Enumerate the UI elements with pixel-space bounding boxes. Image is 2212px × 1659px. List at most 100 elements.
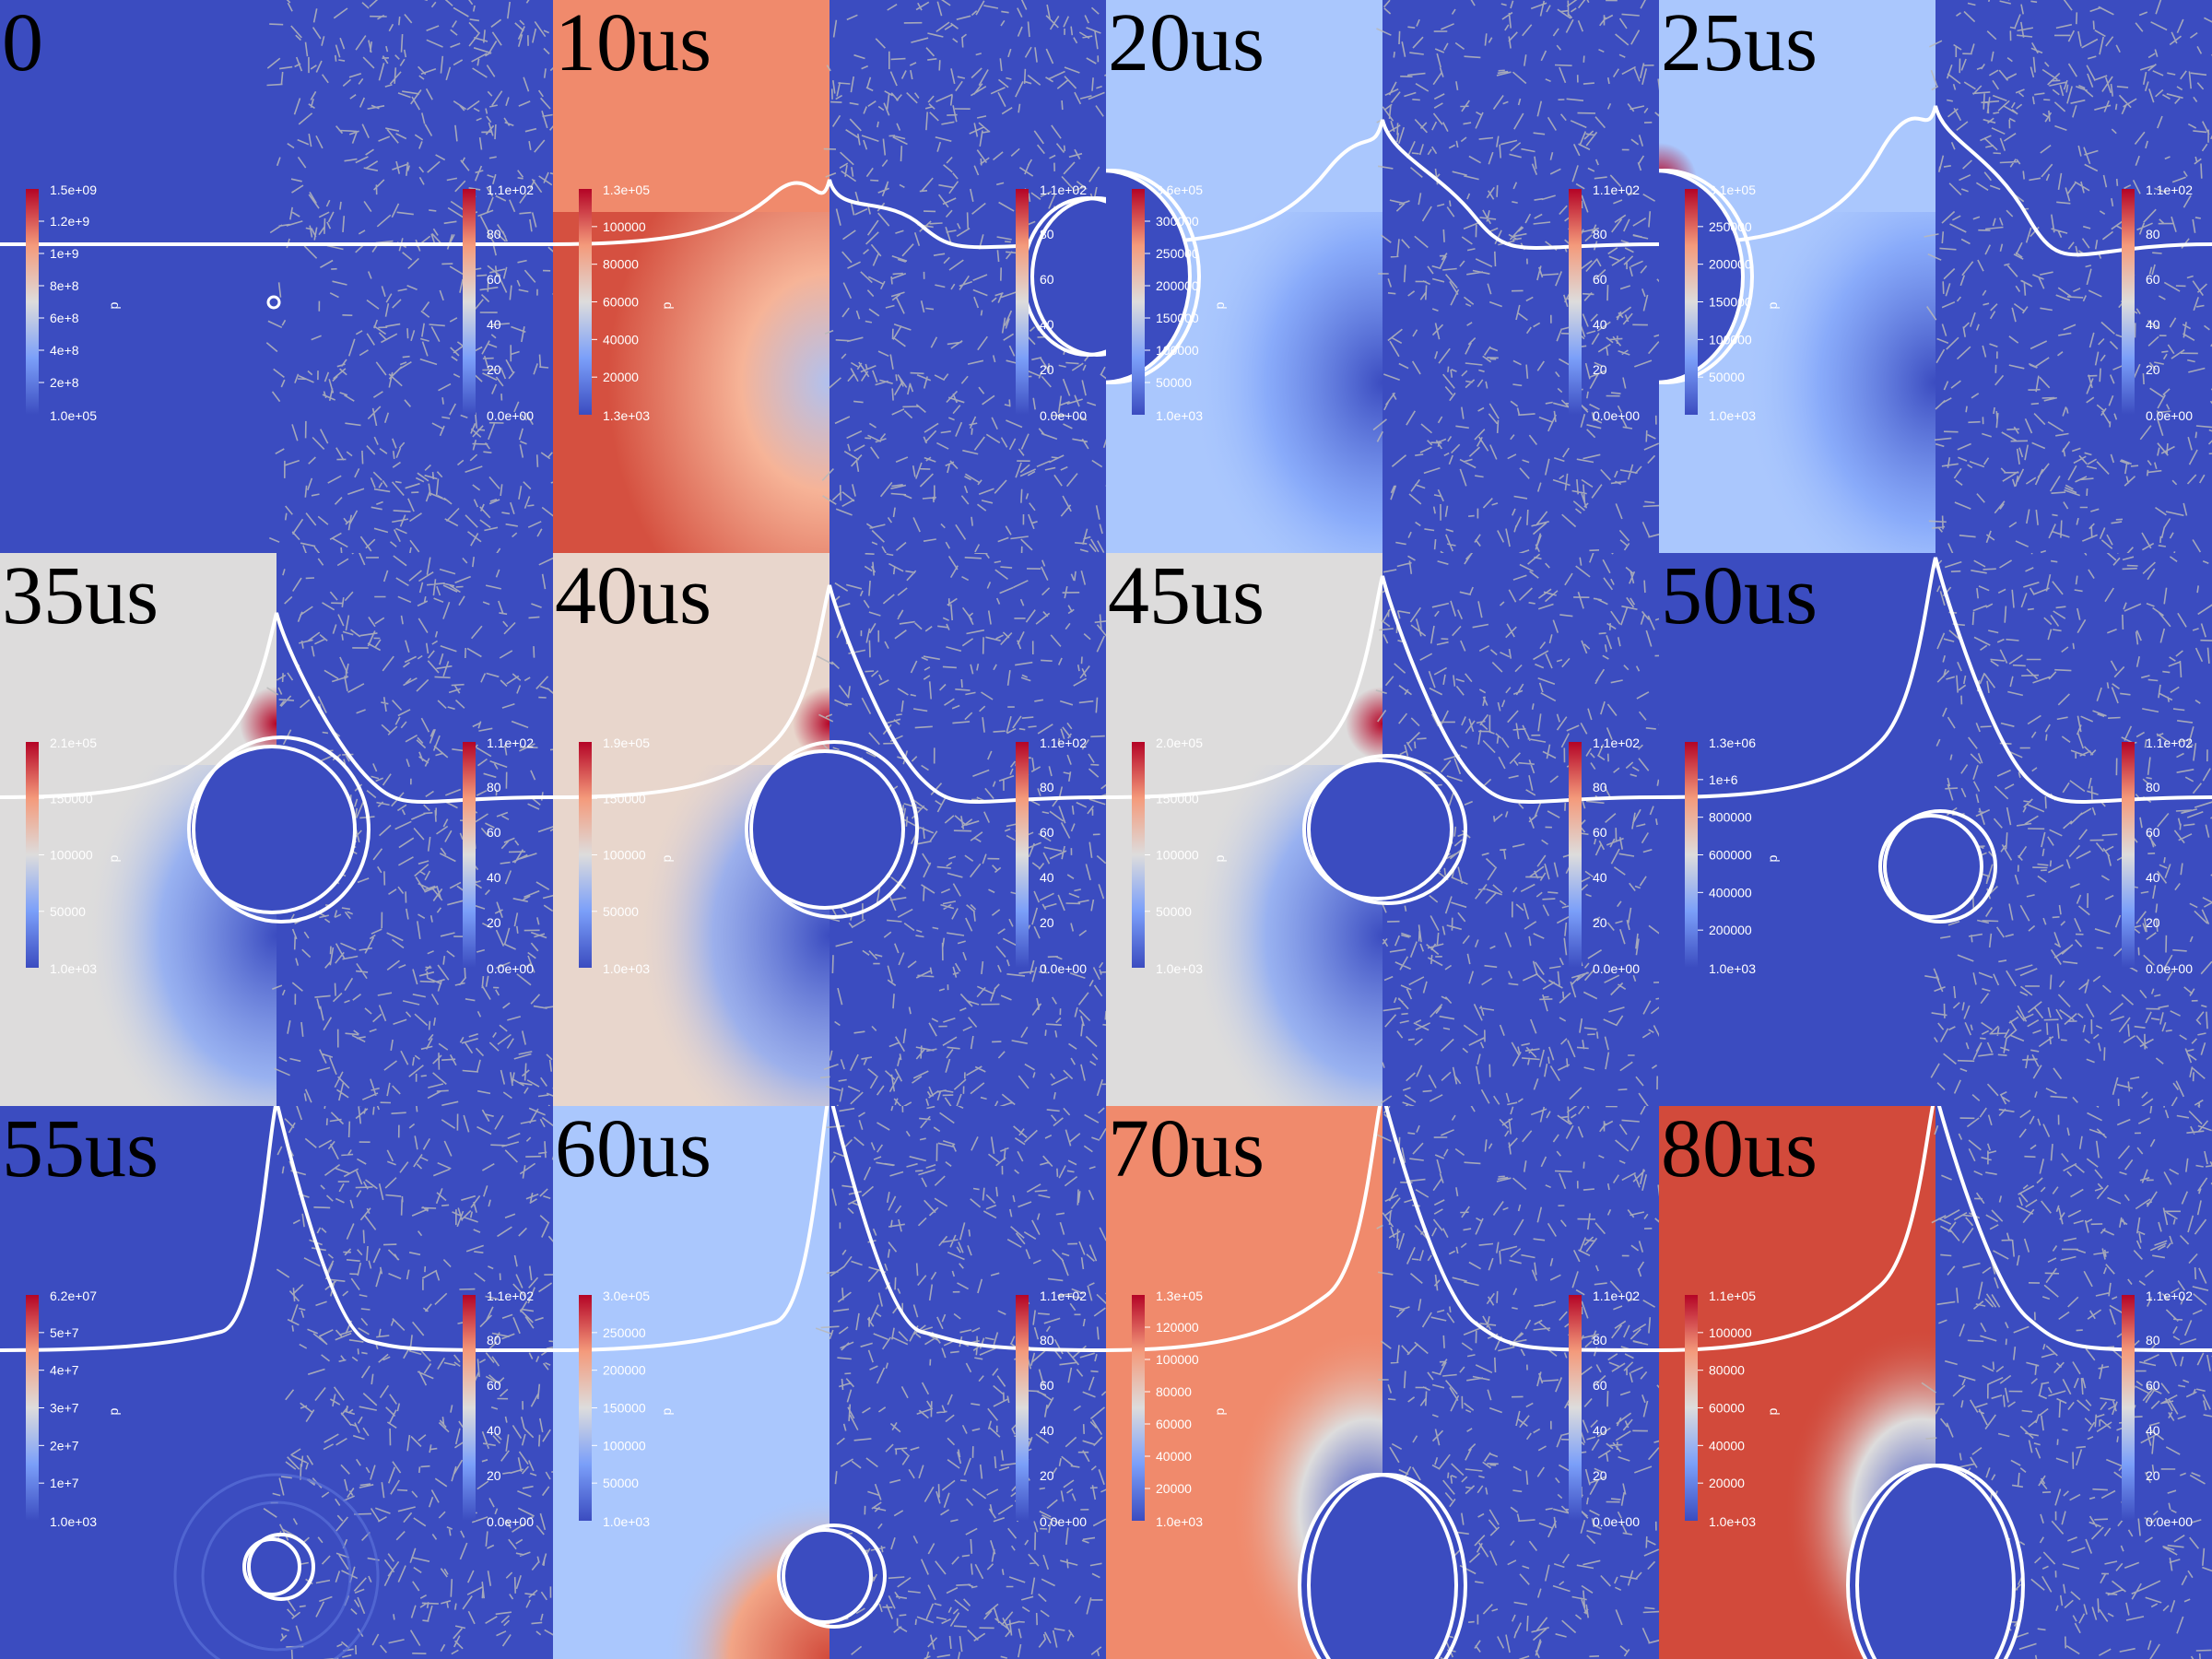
- velocity-field: [1936, 553, 2212, 1106]
- velocity-colorbar-tick: 40: [487, 870, 501, 885]
- frame-field-plot: 6.2e+07 5e+7 4e+7 3e+7 2e+7 1e+7 1.0e+03 p 1.1e+…: [0, 1106, 553, 1659]
- pressure-colorbar-tick: 40000: [603, 332, 639, 347]
- velocity-colorbar: [2122, 1295, 2135, 1521]
- pressure-colorbar: [1685, 189, 1698, 415]
- velocity-colorbar: [2122, 742, 2135, 968]
- frame-field-plot: 1.3e+05 100000 80000 60000 40000 20000 1.3e+03…: [553, 0, 1106, 553]
- pressure-colorbar: [1132, 742, 1145, 968]
- velocity-colorbar-tick: 60: [1593, 272, 1607, 287]
- pressure-colorbar-tick: 80000: [1156, 1384, 1192, 1399]
- velocity-arrows: [1924, 0, 2212, 553]
- velocity-colorbar-max: 1.1e+02: [487, 735, 534, 750]
- pressure-colorbar-tick: 250000: [1709, 219, 1752, 234]
- time-label: 80us: [1661, 1106, 1818, 1194]
- velocity-colorbar-tick: 80: [1593, 227, 1607, 241]
- simulation-frame: 6.2e+07 5e+7 4e+7 3e+7 2e+7 1e+7 1.0e+03 p 1.1e+…: [0, 1106, 553, 1659]
- velocity-colorbar-min: 0.0e+00: [2146, 1514, 2193, 1529]
- velocity-colorbar-tick: 40: [487, 317, 501, 332]
- pressure-colorbar-tick: 1e+9: [50, 246, 79, 261]
- velocity-colorbar-tick: 60: [487, 1378, 501, 1393]
- pressure-colorbar-tick: 1e+6: [1709, 772, 1738, 787]
- pressure-colorbar-variable: p: [659, 1408, 674, 1416]
- pressure-field: [0, 0, 276, 553]
- velocity-colorbar-tick: 40: [1593, 870, 1607, 885]
- pressure-colorbar-tick: 300000: [1156, 214, 1199, 229]
- free-surface-line: [0, 612, 553, 804]
- simulation-frame: 3.0e+05 250000 200000 150000 100000 50000 1.0e…: [553, 1106, 1106, 1659]
- pressure-colorbar-min: 1.0e+03: [50, 1514, 97, 1529]
- pressure-colorbar-tick: 40000: [1156, 1449, 1192, 1464]
- bubble-pressure-side: [1878, 814, 1983, 919]
- velocity-colorbar-tick: 20: [2146, 362, 2160, 377]
- pressure-colorbar-variable: p: [1212, 302, 1227, 310]
- pressure-colorbar-tick: 200000: [603, 1363, 646, 1378]
- bubble-pressure-side: [242, 1537, 301, 1596]
- pressure-colorbar-tick: 120000: [1156, 1320, 1199, 1335]
- free-surface-line: [1106, 1106, 1659, 1352]
- simulation-frame: 1.3e+05 100000 80000 60000 40000 20000 1.3e+03…: [553, 0, 1106, 553]
- pressure-colorbar-variable: p: [1765, 302, 1780, 310]
- pressure-colorbar-tick: 50000: [603, 1476, 639, 1490]
- pressure-colorbar-tick: 4e+7: [50, 1363, 79, 1378]
- pressure-colorbar-tick: 3e+7: [50, 1401, 79, 1416]
- velocity-colorbar-tick: 20: [1040, 915, 1054, 930]
- pressure-colorbar-max: 1.3e+06: [1709, 735, 1756, 750]
- pressure-colorbar-tick: 250000: [603, 1325, 646, 1340]
- pressure-colorbar-min: 1.0e+05: [50, 408, 97, 423]
- pressure-colorbar-tick: 600000: [1709, 848, 1752, 863]
- pressure-colorbar-tick: 200000: [1709, 257, 1752, 272]
- velocity-colorbar-max: 1.1e+02: [1593, 735, 1640, 750]
- velocity-colorbar-min: 0.0e+00: [2146, 961, 2193, 976]
- velocity-colorbar: [463, 189, 476, 415]
- velocity-arrows: [821, 0, 1106, 553]
- velocity-colorbar-max: 1.1e+02: [2146, 735, 2193, 750]
- pressure-colorbar-max: 3.0e+05: [603, 1288, 650, 1303]
- velocity-colorbar-tick: 40: [487, 1423, 501, 1438]
- velocity-colorbar-tick: 40: [2146, 870, 2160, 885]
- velocity-arrows: [1924, 553, 2212, 1106]
- pressure-colorbar-tick: 50000: [1156, 375, 1192, 390]
- velocity-colorbar-tick: 20: [2146, 915, 2160, 930]
- frame-field-plot: 3.1e+05 250000 200000 150000 100000 50000 1.0e…: [1659, 0, 2212, 553]
- velocity-colorbar-tick: 20: [2146, 1468, 2160, 1483]
- time-label: 40us: [555, 553, 712, 641]
- velocity-colorbar: [1569, 1295, 1582, 1521]
- pressure-colorbar-tick: 150000: [50, 791, 93, 806]
- velocity-colorbar-tick: 20: [487, 362, 501, 377]
- velocity-colorbar-max: 1.1e+02: [487, 182, 534, 197]
- pressure-colorbar: [1132, 189, 1145, 415]
- bubble-velocity-side: [1106, 169, 1201, 384]
- velocity-colorbar-tick: 80: [2146, 780, 2160, 794]
- velocity-colorbar-tick: 60: [2146, 272, 2160, 287]
- velocity-colorbar: [463, 742, 476, 968]
- velocity-colorbar-tick: 80: [1040, 1333, 1054, 1347]
- velocity-colorbar-tick: 80: [1593, 1333, 1607, 1347]
- pressure-colorbar-max: 6.2e+07: [50, 1288, 97, 1303]
- pressure-colorbar-tick: 200000: [1709, 923, 1752, 937]
- pressure-colorbar-tick: 6e+8: [50, 311, 79, 325]
- velocity-colorbar-min: 0.0e+00: [1040, 1514, 1087, 1529]
- velocity-arrows: [263, 1106, 553, 1659]
- bubble-velocity-side: [1307, 1473, 1467, 1659]
- pressure-colorbar-tick: 150000: [603, 791, 646, 806]
- velocity-field: [1382, 0, 1659, 553]
- pressure-colorbar-min: 1.0e+03: [1709, 961, 1756, 976]
- simulation-frame: 2.0e+05 150000 100000 50000 1.0e+03 p 1.1e+02 8…: [1106, 553, 1659, 1106]
- velocity-colorbar-tick: 60: [1040, 272, 1054, 287]
- velocity-colorbar-min: 0.0e+00: [487, 961, 534, 976]
- free-surface-line: [553, 1106, 1106, 1352]
- velocity-colorbar-tick: 40: [1040, 870, 1054, 885]
- velocity-colorbar-min: 0.0e+00: [1040, 961, 1087, 976]
- pressure-colorbar-variable: p: [1212, 855, 1227, 863]
- bubble-pressure-side: [1659, 169, 1745, 384]
- velocity-colorbar: [1016, 189, 1029, 415]
- pressure-colorbar-tick: 100000: [1156, 848, 1199, 863]
- velocity-colorbar-max: 1.1e+02: [2146, 182, 2193, 197]
- pressure-colorbar-tick: 150000: [603, 1401, 646, 1416]
- pressure-colorbar-tick: 80000: [603, 257, 639, 272]
- pressure-colorbar-tick: 60000: [1709, 1401, 1745, 1416]
- pressure-colorbar-tick: 100000: [603, 219, 646, 234]
- pressure-colorbar-min: 1.0e+03: [603, 1514, 650, 1529]
- pressure-field: [0, 1106, 276, 1659]
- velocity-colorbar-tick: 40: [2146, 1423, 2160, 1438]
